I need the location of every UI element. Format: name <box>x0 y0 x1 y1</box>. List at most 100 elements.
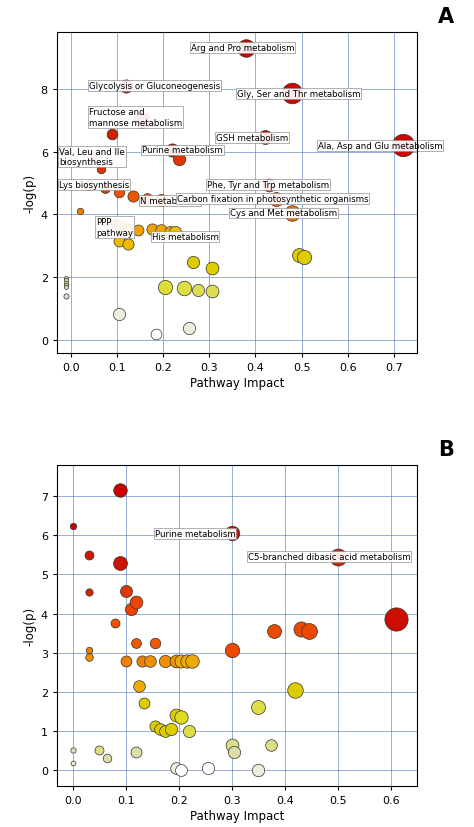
Point <box>194 284 201 297</box>
Point <box>69 743 77 757</box>
Point <box>392 613 400 626</box>
Point <box>162 724 169 738</box>
Point <box>172 762 180 775</box>
Point <box>172 655 180 668</box>
Text: Gly, Ser and Thr metabolism: Gly, Ser and Thr metabolism <box>237 90 361 98</box>
Point <box>400 140 407 153</box>
Point <box>297 623 304 636</box>
Point <box>116 219 123 232</box>
Point <box>169 144 176 157</box>
Text: GSH metabolism: GSH metabolism <box>216 134 289 143</box>
Point <box>157 194 164 208</box>
Point <box>300 251 308 264</box>
X-axis label: Pathway Impact: Pathway Impact <box>190 376 284 390</box>
Text: Val, Leu and Ile
biosynthesis: Val, Leu and Ile biosynthesis <box>59 147 125 167</box>
Point <box>138 655 146 668</box>
Point <box>156 723 164 736</box>
Text: B: B <box>438 439 454 459</box>
Point <box>228 738 236 751</box>
Point <box>208 262 215 275</box>
Point <box>148 222 155 236</box>
Point <box>334 551 341 564</box>
Text: Fructose and
mannose metabolism: Fructose and mannose metabolism <box>89 108 182 127</box>
Point <box>152 327 160 341</box>
Point <box>162 655 169 668</box>
Point <box>178 710 185 724</box>
Point <box>101 217 109 230</box>
Point <box>134 224 142 237</box>
Y-axis label: -log(p): -log(p) <box>24 174 36 213</box>
Point <box>90 149 98 162</box>
Point <box>230 746 238 759</box>
Text: Glycolysis or Gluconeogenesis: Glycolysis or Gluconeogenesis <box>89 82 220 91</box>
Point <box>289 88 296 101</box>
Text: Carbon fixation in photosynthetic organisms: Carbon fixation in photosynthetic organi… <box>177 195 369 204</box>
Point <box>185 724 193 738</box>
Text: A: A <box>438 7 454 26</box>
Point <box>133 637 140 650</box>
Point <box>255 701 262 715</box>
Point <box>117 557 124 570</box>
Text: Ala, Asp and Glu metabolism: Ala, Asp and Glu metabolism <box>318 141 442 151</box>
Point <box>189 256 197 269</box>
Point <box>296 250 303 263</box>
Point <box>133 746 140 759</box>
Point <box>138 114 146 127</box>
Point <box>180 282 188 295</box>
Point <box>146 655 154 668</box>
Point <box>133 595 140 609</box>
Point <box>111 218 118 231</box>
Point <box>85 650 92 663</box>
Point <box>292 683 299 696</box>
X-axis label: Pathway Impact: Pathway Impact <box>190 809 284 822</box>
Point <box>116 187 123 200</box>
Point <box>62 277 70 290</box>
Point <box>111 617 119 630</box>
Point <box>157 224 164 237</box>
Point <box>188 655 196 668</box>
Point <box>122 655 129 668</box>
Point <box>122 585 129 598</box>
Point <box>129 189 137 203</box>
Point <box>167 723 174 736</box>
Point <box>97 163 105 176</box>
Point <box>162 281 169 294</box>
Point <box>116 235 123 248</box>
Point <box>178 655 185 668</box>
Point <box>125 222 132 236</box>
Point <box>109 128 116 141</box>
Y-axis label: -log(p): -log(p) <box>24 606 36 645</box>
Point <box>125 238 132 251</box>
Point <box>62 279 70 292</box>
Point <box>204 762 212 775</box>
Point <box>135 680 143 693</box>
Point <box>69 519 77 533</box>
Text: Lys biosynthesis: Lys biosynthesis <box>59 181 129 190</box>
Point <box>140 697 148 710</box>
Point <box>116 308 123 322</box>
Text: Purine metabolism: Purine metabolism <box>155 529 236 538</box>
Point <box>85 643 92 657</box>
Text: N metabolism: N metabolism <box>140 197 200 206</box>
Point <box>69 757 77 770</box>
Point <box>151 637 159 650</box>
Text: C5-branched dibasic acid metabolism: C5-branched dibasic acid metabolism <box>247 552 410 562</box>
Point <box>85 179 93 192</box>
Text: Arg and Pro metabolism: Arg and Pro metabolism <box>191 45 294 53</box>
Point <box>117 484 124 497</box>
Point <box>62 272 70 285</box>
Point <box>127 603 135 616</box>
Point <box>62 275 70 288</box>
Point <box>273 193 280 206</box>
Point <box>270 624 278 638</box>
Point <box>103 752 111 765</box>
Point <box>85 586 92 599</box>
Point <box>166 226 174 239</box>
Point <box>268 738 275 751</box>
Point <box>62 290 70 304</box>
Point <box>120 221 128 234</box>
Point <box>171 226 178 239</box>
Point <box>175 154 183 167</box>
Point <box>228 527 236 540</box>
Point <box>62 281 70 294</box>
